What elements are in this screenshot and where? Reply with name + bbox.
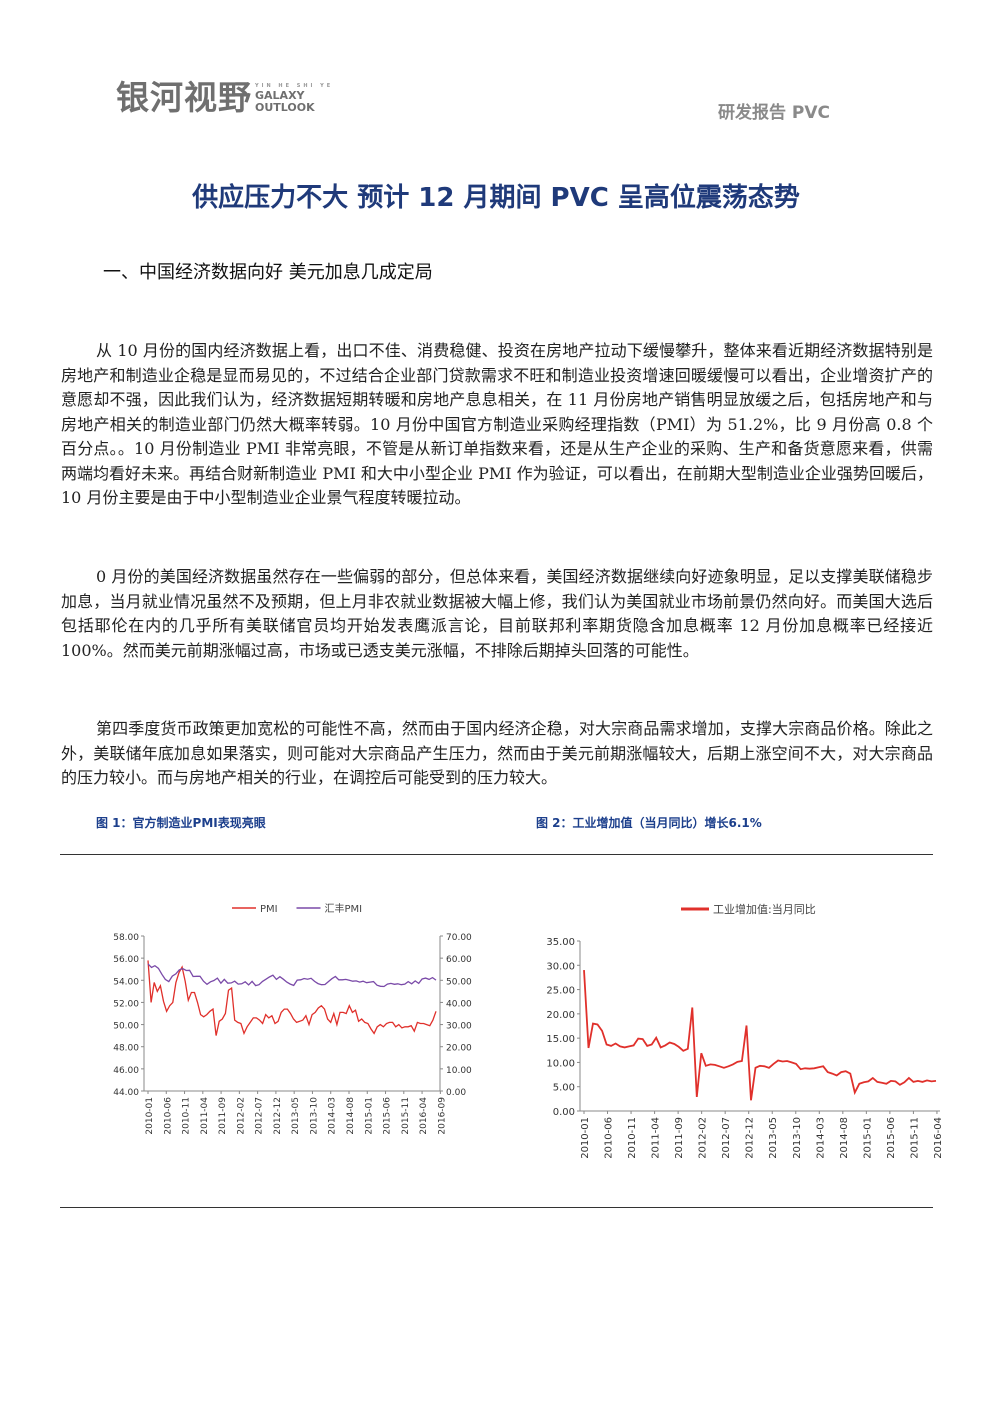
y-tick-label: 10.00 (546, 1058, 575, 1069)
x-tick-label: 2011-04 (651, 1117, 662, 1159)
y-tick-label: 0.00 (553, 1107, 575, 1118)
y-right-tick-label: 50.00 (446, 977, 472, 987)
y-right-tick-label: 0.00 (446, 1088, 466, 1098)
series-line-2 (147, 963, 437, 988)
series-line-1 (147, 960, 437, 1036)
figure-2-caption: 图 2：工业增加值（当月同比）增长6.1% (536, 816, 762, 830)
divider-bottom (60, 1207, 933, 1208)
logo-galaxy-word: GALAXY (255, 88, 305, 102)
y-tick-label: 35.00 (546, 937, 575, 948)
figure-1-caption: 图 1：官方制造业PMI表现亮眼 (96, 816, 266, 830)
y-tick-label: 54.00 (113, 977, 139, 987)
series-line-1 (583, 970, 937, 1101)
x-tick-label: 2015-06 (383, 1097, 393, 1135)
paragraph-us-economy: 0 月份的美国经济数据虽然存在一些偏弱的部分，但总体来看，美国经济数据继续向好迹… (61, 567, 933, 660)
pmi-chart: 58.00 56.00 54.00 52.00 50.00 48.00 46.00 44.00… (113, 902, 472, 1135)
x-tick-label: 2013-05 (291, 1097, 301, 1135)
y-tick-label: 30.00 (546, 961, 575, 972)
x-tick-label: 2012-02 (236, 1097, 246, 1135)
y-right-tick-label: 40.00 (446, 999, 472, 1009)
y-tick-label: 44.00 (113, 1088, 139, 1098)
divider-top (60, 854, 933, 855)
y-tick-label: 25.00 (546, 986, 575, 997)
logo-tiny-text: YIN HE SHI YE (255, 82, 334, 89)
y-tick-label: 52.00 (113, 999, 139, 1009)
y-tick-label: 48.00 (113, 1044, 139, 1054)
x-tick-label: 2013-05 (768, 1117, 779, 1159)
y-tick-label: 46.00 (113, 1066, 139, 1076)
x-tick-label: 2015-06 (886, 1117, 897, 1159)
x-tick-label: 2014-03 (328, 1097, 338, 1135)
x-tick-label: 2010-06 (163, 1097, 173, 1135)
logo-chinese: 银河视野 (116, 78, 252, 117)
legend-label-2: 汇丰PMI (325, 902, 363, 915)
x-tick-label: 2012-07 (721, 1117, 732, 1159)
y-tick-label: 56.00 (113, 955, 139, 965)
x-tick-label: 2015-11 (909, 1117, 920, 1159)
y-tick-label: 50.00 (113, 1022, 139, 1032)
x-tick-label: 2014-03 (815, 1117, 826, 1159)
x-tick-label: 2012-07 (255, 1097, 265, 1135)
page-title: 供应压力不大 预计 12 月期间 PVC 呈高位震荡态势 (192, 183, 800, 213)
x-tick-label: 2016-09 (437, 1097, 447, 1135)
x-tick-label: 2012-12 (273, 1097, 283, 1135)
paragraph-monetary-policy: 第四季度货币政策更加宽松的可能性不高，然而由于国内经济企稳，对大宗商品需求增加，… (61, 719, 933, 787)
x-tick-label: 2010-11 (182, 1097, 192, 1135)
x-tick-label: 2015-01 (862, 1117, 873, 1159)
industrial-value-added-chart: 35.00 30.00 25.00 20.00 15.00 10.00 5.00 0.00 20… (546, 902, 942, 1159)
y-tick-label: 15.00 (546, 1034, 575, 1045)
galaxy-outlook-logo: 银河视野 YIN HE SHI YE GALAXY OUTLOOK (116, 80, 333, 116)
x-tick-label: 2013-10 (309, 1097, 319, 1135)
y-right-tick-label: 20.00 (446, 1044, 472, 1054)
x-tick-label: 2014-08 (839, 1117, 850, 1159)
logo-english: YIN HE SHI YE GALAXY OUTLOOK (255, 83, 333, 114)
x-tick-label: 2012-02 (698, 1117, 709, 1159)
x-tick-label: 2015-01 (364, 1097, 374, 1135)
y-tick-label: 58.00 (113, 933, 139, 943)
section-heading: 一、中国经济数据向好 美元加息几成定局 (103, 262, 433, 283)
y-right-tick-label: 10.00 (446, 1066, 472, 1076)
y-right-tick-label: 60.00 (446, 955, 472, 965)
legend-label-1: PMI (260, 904, 278, 915)
x-tick-label: 2016-04 (933, 1117, 942, 1159)
x-tick-label: 2013-10 (792, 1117, 803, 1159)
x-tick-label: 2014-08 (346, 1097, 356, 1135)
y-tick-label: 5.00 (553, 1083, 575, 1094)
x-tick-label: 2010-01 (580, 1117, 591, 1159)
paragraph-china-economy: 从 10 月份的国内经济数据上看，出口不佳、消费稳健、投资在房地产拉动下缓慢攀升… (61, 341, 933, 507)
y-tick-label: 20.00 (546, 1010, 575, 1021)
x-tick-label: 2015-11 (401, 1097, 411, 1135)
x-tick-label: 2010-11 (627, 1117, 638, 1159)
legend-label-1: 工业增加值:当月同比 (713, 902, 816, 916)
x-tick-label: 2010-01 (145, 1097, 155, 1135)
y-right-tick-label: 70.00 (446, 933, 472, 943)
x-tick-label: 2010-06 (604, 1117, 615, 1159)
x-tick-label: 2012-12 (745, 1117, 756, 1159)
x-tick-label: 2011-04 (200, 1097, 210, 1135)
x-tick-label: 2016-04 (419, 1097, 429, 1135)
x-tick-label: 2011-09 (674, 1117, 685, 1159)
logo-outlook-word: OUTLOOK (255, 100, 315, 114)
report-type-tag: 研发报告 PVC (717, 103, 830, 123)
y-right-tick-label: 30.00 (446, 1022, 472, 1032)
x-tick-label: 2011-09 (218, 1097, 228, 1135)
